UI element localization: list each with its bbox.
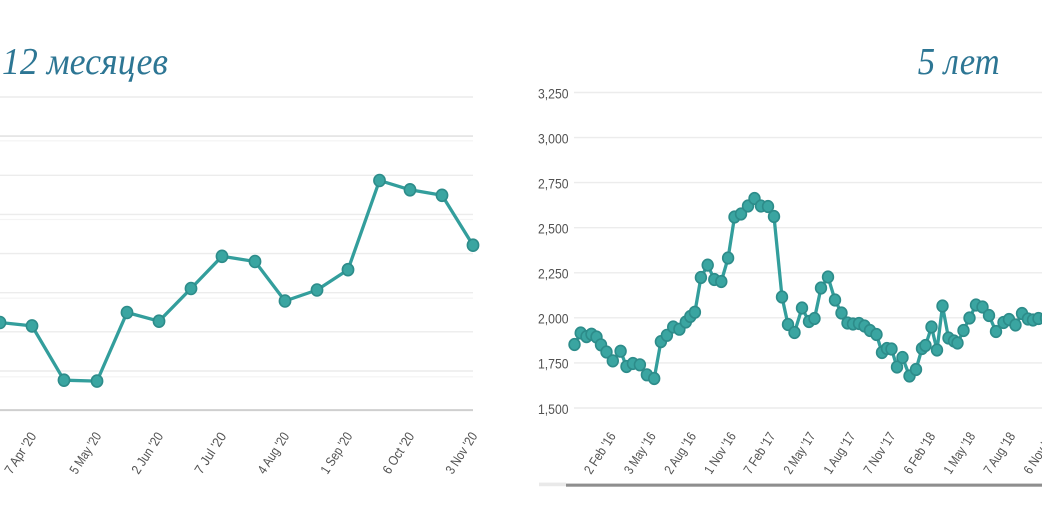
svg-text:5 лет: 5 лет bbox=[918, 41, 1000, 83]
svg-text:3,250: 3,250 bbox=[538, 86, 569, 101]
svg-text:2,500: 2,500 bbox=[538, 222, 569, 237]
svg-text:3,000: 3,000 bbox=[538, 131, 569, 146]
svg-text:1,500: 1,500 bbox=[538, 402, 569, 417]
svg-text:2,250: 2,250 bbox=[538, 267, 569, 282]
svg-text:12 месяцев: 12 месяцев bbox=[2, 41, 168, 83]
svg-text:1,750: 1,750 bbox=[538, 357, 569, 372]
svg-text:2,000: 2,000 bbox=[538, 312, 569, 327]
svg-text:2,750: 2,750 bbox=[538, 176, 569, 191]
